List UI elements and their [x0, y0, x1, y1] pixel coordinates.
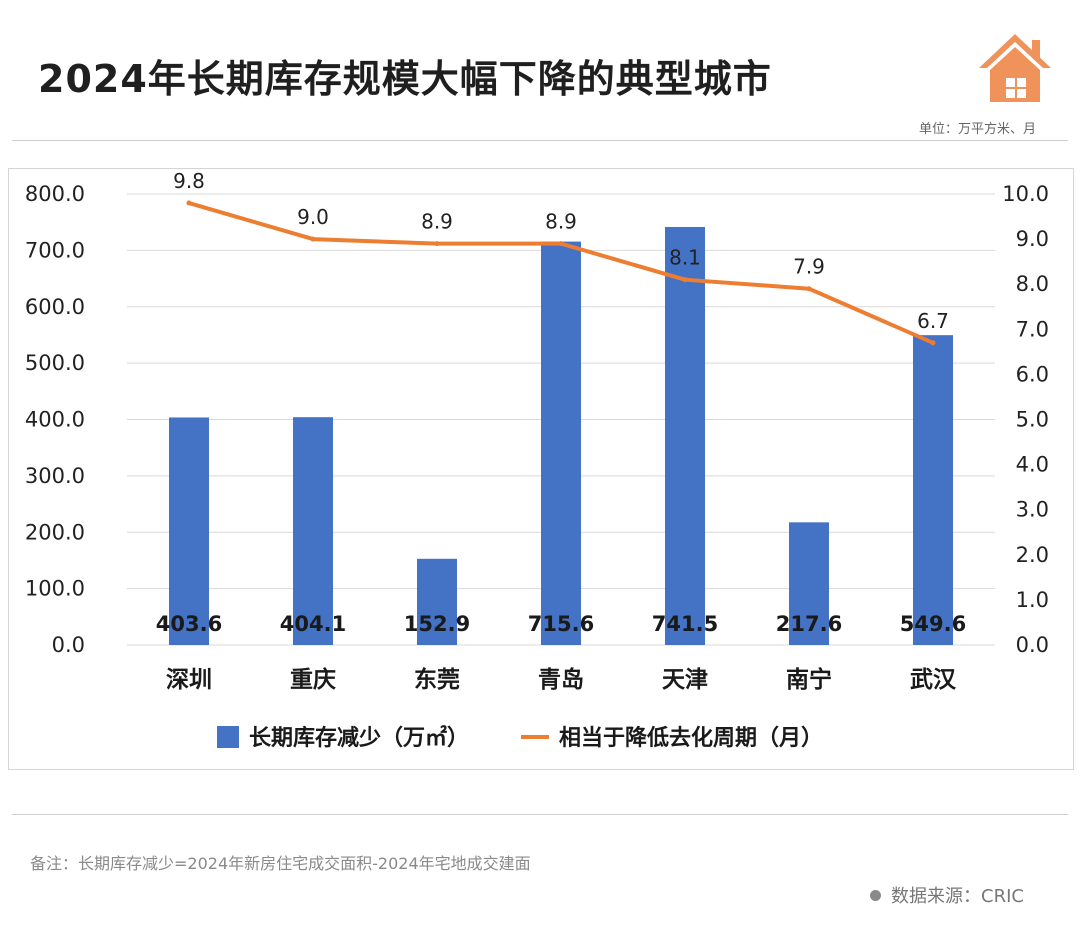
bar-data-label: 404.1: [280, 612, 346, 636]
bullet-dot-icon: [870, 889, 882, 901]
line-point: [682, 277, 688, 283]
x-category-label: 天津: [662, 666, 708, 693]
x-category-label: 武汉: [910, 667, 957, 693]
y-right-tick-label: 5.0: [1016, 408, 1049, 432]
bar-data-label: 403.6: [156, 612, 222, 636]
y-left-tick-label: 500.0: [25, 351, 85, 375]
line-point: [558, 241, 564, 247]
bar: [169, 417, 209, 645]
y-left-tick-label: 200.0: [25, 520, 85, 544]
line-point: [806, 286, 812, 292]
data-source: 数据来源：CRIC: [870, 882, 1024, 908]
bar-data-label: 741.5: [652, 612, 718, 636]
y-right-tick-label: 8.0: [1016, 272, 1049, 296]
bar: [789, 522, 829, 645]
y-right-tick-label: 4.0: [1016, 453, 1049, 477]
footnote: 备注：长期库存减少=2024年新房住宅成交面积-2024年宅地成交建面: [30, 854, 531, 873]
data-source-label: 数据来源：CRIC: [891, 886, 1024, 907]
x-category-label: 南宁: [786, 666, 832, 693]
x-category-label: 东莞: [414, 666, 460, 693]
unit-label: 单位：万平方米、月: [918, 122, 1036, 137]
bar-data-label: 217.6: [776, 612, 842, 636]
legend-bar-swatch: [217, 726, 239, 748]
line-data-label: 8.9: [545, 210, 577, 234]
line-data-label: 6.7: [917, 309, 949, 333]
bar: [913, 335, 953, 645]
y-right-tick-label: 3.0: [1016, 498, 1049, 522]
y-left-tick-label: 100.0: [25, 577, 85, 601]
line-data-label: 7.9: [793, 255, 825, 279]
bar-data-label: 549.6: [900, 612, 966, 636]
legend-line-label: 相当于降低去化周期（月）: [559, 725, 823, 751]
bar: [417, 558, 457, 645]
y-left-tick-label: 700.0: [25, 238, 85, 262]
x-category-label: 青岛: [538, 666, 584, 693]
line-point: [186, 200, 192, 206]
line-point: [434, 241, 440, 247]
x-category-label: 重庆: [290, 666, 336, 693]
bar: [541, 241, 581, 645]
y-right-tick-label: 2.0: [1016, 543, 1049, 567]
house-icon: [979, 34, 1051, 102]
line-data-label: 8.9: [421, 210, 453, 234]
line-point: [930, 340, 936, 346]
bar-data-label: 152.9: [404, 612, 470, 636]
y-right-tick-label: 1.0: [1016, 588, 1049, 612]
legend-bar-label: 长期库存减少（万㎡）: [249, 725, 469, 751]
y-left-tick-label: 300.0: [25, 464, 85, 488]
line-data-label: 9.8: [173, 169, 205, 193]
chart-frame: 0.0 100.0 200.0 300.0 400.0 500.0 600.0 700.0 80…: [8, 168, 1074, 770]
x-category-label: 深圳: [166, 667, 212, 693]
y-right-tick-label: 6.0: [1016, 362, 1049, 386]
y-right-tick-label: 9.0: [1016, 227, 1049, 251]
bar-data-label: 715.6: [528, 612, 594, 636]
line-point: [310, 236, 316, 242]
header-divider: [12, 140, 1068, 141]
y-left-tick-label: 400.0: [25, 408, 85, 432]
y-left-tick-label: 800.0: [25, 182, 85, 206]
page-title: 2024年长期库存规模大幅下降的典型城市: [38, 57, 772, 101]
combo-chart: 0.0 100.0 200.0 300.0 400.0 500.0 600.0 700.0 80…: [25, 169, 1049, 751]
line-data-label: 9.0: [297, 205, 329, 229]
bar: [293, 417, 333, 645]
line-data-label: 8.1: [669, 246, 701, 270]
y-right-tick-label: 10.0: [1002, 182, 1049, 206]
y-left-tick-label: 0.0: [52, 633, 85, 657]
y-right-tick-label: 7.0: [1016, 317, 1049, 341]
y-left-tick-label: 600.0: [25, 295, 85, 319]
bar: [665, 226, 705, 645]
footer-divider: [12, 814, 1068, 815]
y-right-tick-label: 0.0: [1016, 633, 1049, 657]
